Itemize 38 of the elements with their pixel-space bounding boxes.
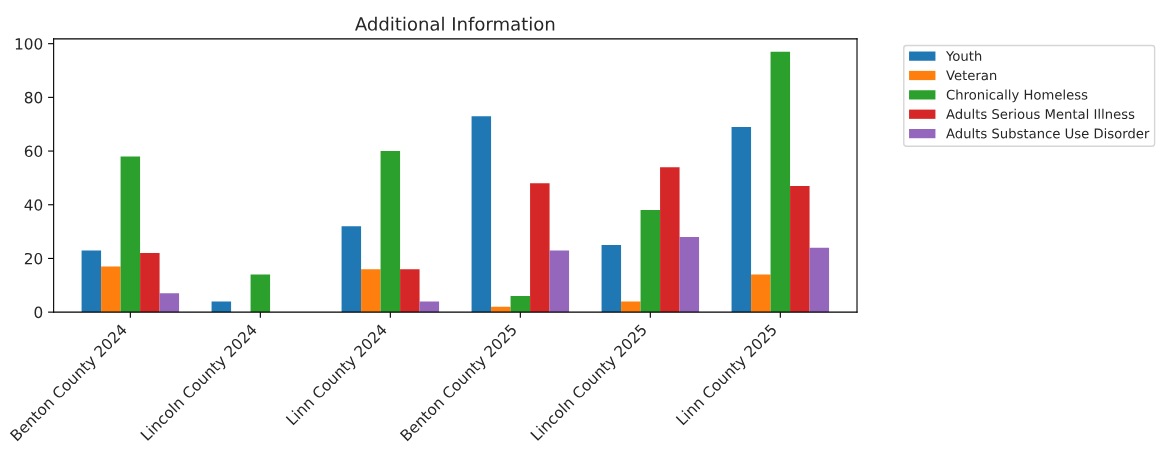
bar [400,269,420,313]
bar [809,247,830,313]
y-tick-label: 20 [24,252,43,265]
bar [81,250,102,313]
bar [380,151,401,313]
y-tick-label: 0 [34,306,43,319]
legend-label: Adults Substance Use Disorder [946,128,1150,139]
bar [471,116,492,313]
legend-label: Youth [945,50,982,61]
bar [211,301,232,313]
bar [549,250,570,313]
bar [731,126,752,313]
legend-label: Chronically Homeless [946,89,1088,103]
chart-title: Additional Information [355,16,555,31]
y-tick-label: 80 [24,91,43,104]
bar [790,185,810,313]
bar [341,226,362,313]
y-tick-label: 40 [24,199,43,211]
bar [621,301,641,313]
bar [419,301,440,313]
bar [640,210,661,313]
y-tick-label: 100 [15,38,43,50]
bar [361,269,381,313]
bar [530,183,550,313]
bar [140,253,160,313]
bar [601,245,622,313]
bar [159,293,180,313]
y-tick-label: 60 [24,145,43,158]
bar [510,296,531,313]
bar [660,167,680,313]
bar [679,236,700,313]
legend-label: Adults Serious Mental Illness [946,108,1135,120]
bar [120,156,141,313]
bar [770,51,791,313]
bar [751,274,771,313]
bar [101,266,121,313]
legend-label: Veteran [946,70,997,81]
bar [250,274,271,313]
